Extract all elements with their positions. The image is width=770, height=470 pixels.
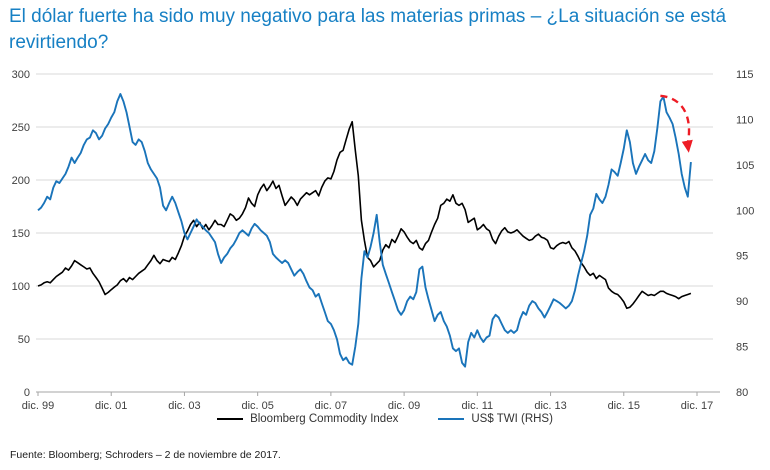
svg-text:100: 100 [12,281,30,293]
svg-text:105: 105 [736,160,754,172]
svg-text:150: 150 [12,228,30,240]
svg-text:90: 90 [736,296,748,308]
arrowhead-icon [681,139,693,153]
chart-title: El dólar fuerte ha sido muy negativo par… [9,6,727,54]
svg-text:85: 85 [736,342,748,354]
svg-text:110: 110 [736,114,754,126]
svg-text:dic. 03: dic. 03 [168,400,200,412]
legend-item-commodity: Bloomberg Commodity Index [217,413,398,425]
svg-text:dic. 09: dic. 09 [388,400,420,412]
source-note: Fuente: Bloomberg; Schroders – 2 de novi… [10,449,281,461]
svg-text:300: 300 [12,69,30,81]
svg-text:dic. 15: dic. 15 [608,400,640,412]
axis-labels: 0 50 100 150 200 250 300 80 85 90 95 100 105 110 115 di… [12,69,755,412]
svg-text:dic. 13: dic. 13 [534,400,566,412]
svg-text:dic. 07: dic. 07 [315,400,347,412]
svg-text:dic. 05: dic. 05 [241,400,273,412]
svg-text:95: 95 [736,251,748,263]
svg-text:dic. 01: dic. 01 [95,400,127,412]
series-line-us-twi [37,93,692,368]
svg-text:115: 115 [736,69,754,81]
gridlines [36,73,713,340]
svg-text:80: 80 [736,387,748,399]
series-line-commodity [37,120,692,310]
legend-label-commodity: Bloomberg Commodity Index [250,413,399,425]
svg-text:100: 100 [736,205,754,217]
decline-arrow-annotation [660,94,693,153]
svg-text:0: 0 [24,387,30,399]
chart-legend: Bloomberg Commodity Index US$ TWI (RHS) [0,413,770,425]
svg-text:200: 200 [12,175,30,187]
svg-text:250: 250 [12,122,30,134]
svg-text:dic. 11: dic. 11 [462,400,494,412]
legend-label-twi: US$ TWI (RHS) [471,413,553,425]
x-axis [36,391,720,396]
svg-text:dic. 99: dic. 99 [22,400,54,412]
blue-line-swatch-icon [438,418,465,420]
svg-text:50: 50 [18,334,30,346]
legend-item-twi: US$ TWI (RHS) [438,413,553,425]
black-line-swatch-icon [217,418,244,420]
svg-text:dic. 17: dic. 17 [681,400,713,412]
